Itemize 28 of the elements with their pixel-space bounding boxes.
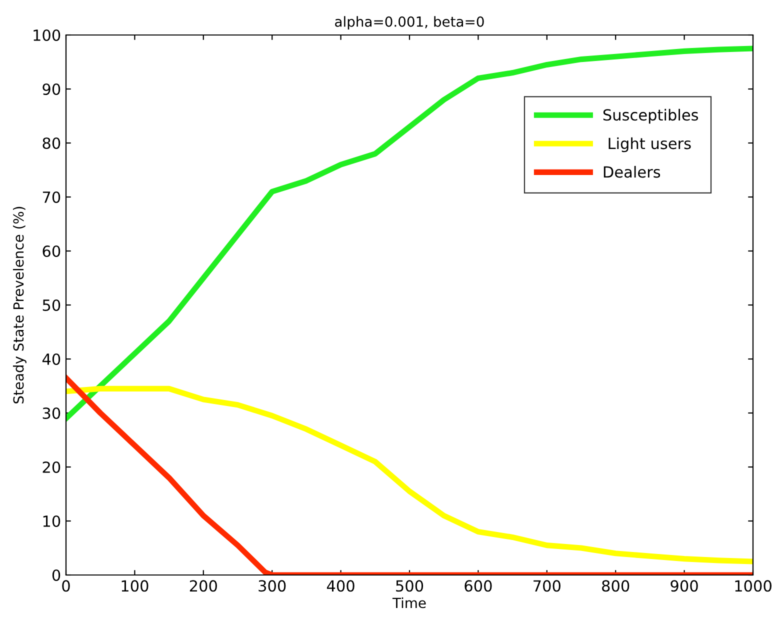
x-tick-label: 500	[396, 580, 424, 592]
y-tick-label: 80	[42, 137, 60, 150]
y-tick-label: 60	[42, 245, 60, 258]
y-tick-label: 0	[52, 569, 60, 582]
y-tick-label: 100	[34, 29, 60, 42]
y-tick-label: 50	[42, 299, 60, 312]
y-tick-label: 10	[43, 515, 60, 528]
x-tick-label: 400	[326, 580, 354, 592]
x-tick-label: 200	[190, 580, 217, 592]
y-axis-title: Steady State Prevelence (%)	[12, 206, 26, 404]
x-tick-label: 0	[62, 580, 70, 592]
y-tick-label: 40	[42, 353, 60, 366]
x-tick-label: 1000	[735, 580, 772, 592]
legend-label: Dealers	[604, 166, 660, 178]
x-tick-label: 700	[534, 580, 560, 592]
x-tick-label: 800	[602, 580, 630, 592]
chart-title: alpha=0.001, beta=0	[335, 16, 484, 30]
legend-label: Susceptibles	[603, 108, 698, 124]
legend-label: Light users	[608, 137, 691, 152]
x-tick-label: 900	[670, 580, 698, 592]
x-axis-title: Time	[392, 597, 426, 608]
x-tick-label: 600	[464, 580, 492, 592]
y-tick-label: 30	[42, 407, 60, 420]
x-tick-label: 300	[258, 580, 286, 592]
y-tick-label: 70	[42, 191, 60, 204]
y-tick-label: 20	[42, 461, 60, 474]
x-tick-label: 100	[122, 580, 148, 592]
y-tick-label: 90	[42, 83, 60, 96]
